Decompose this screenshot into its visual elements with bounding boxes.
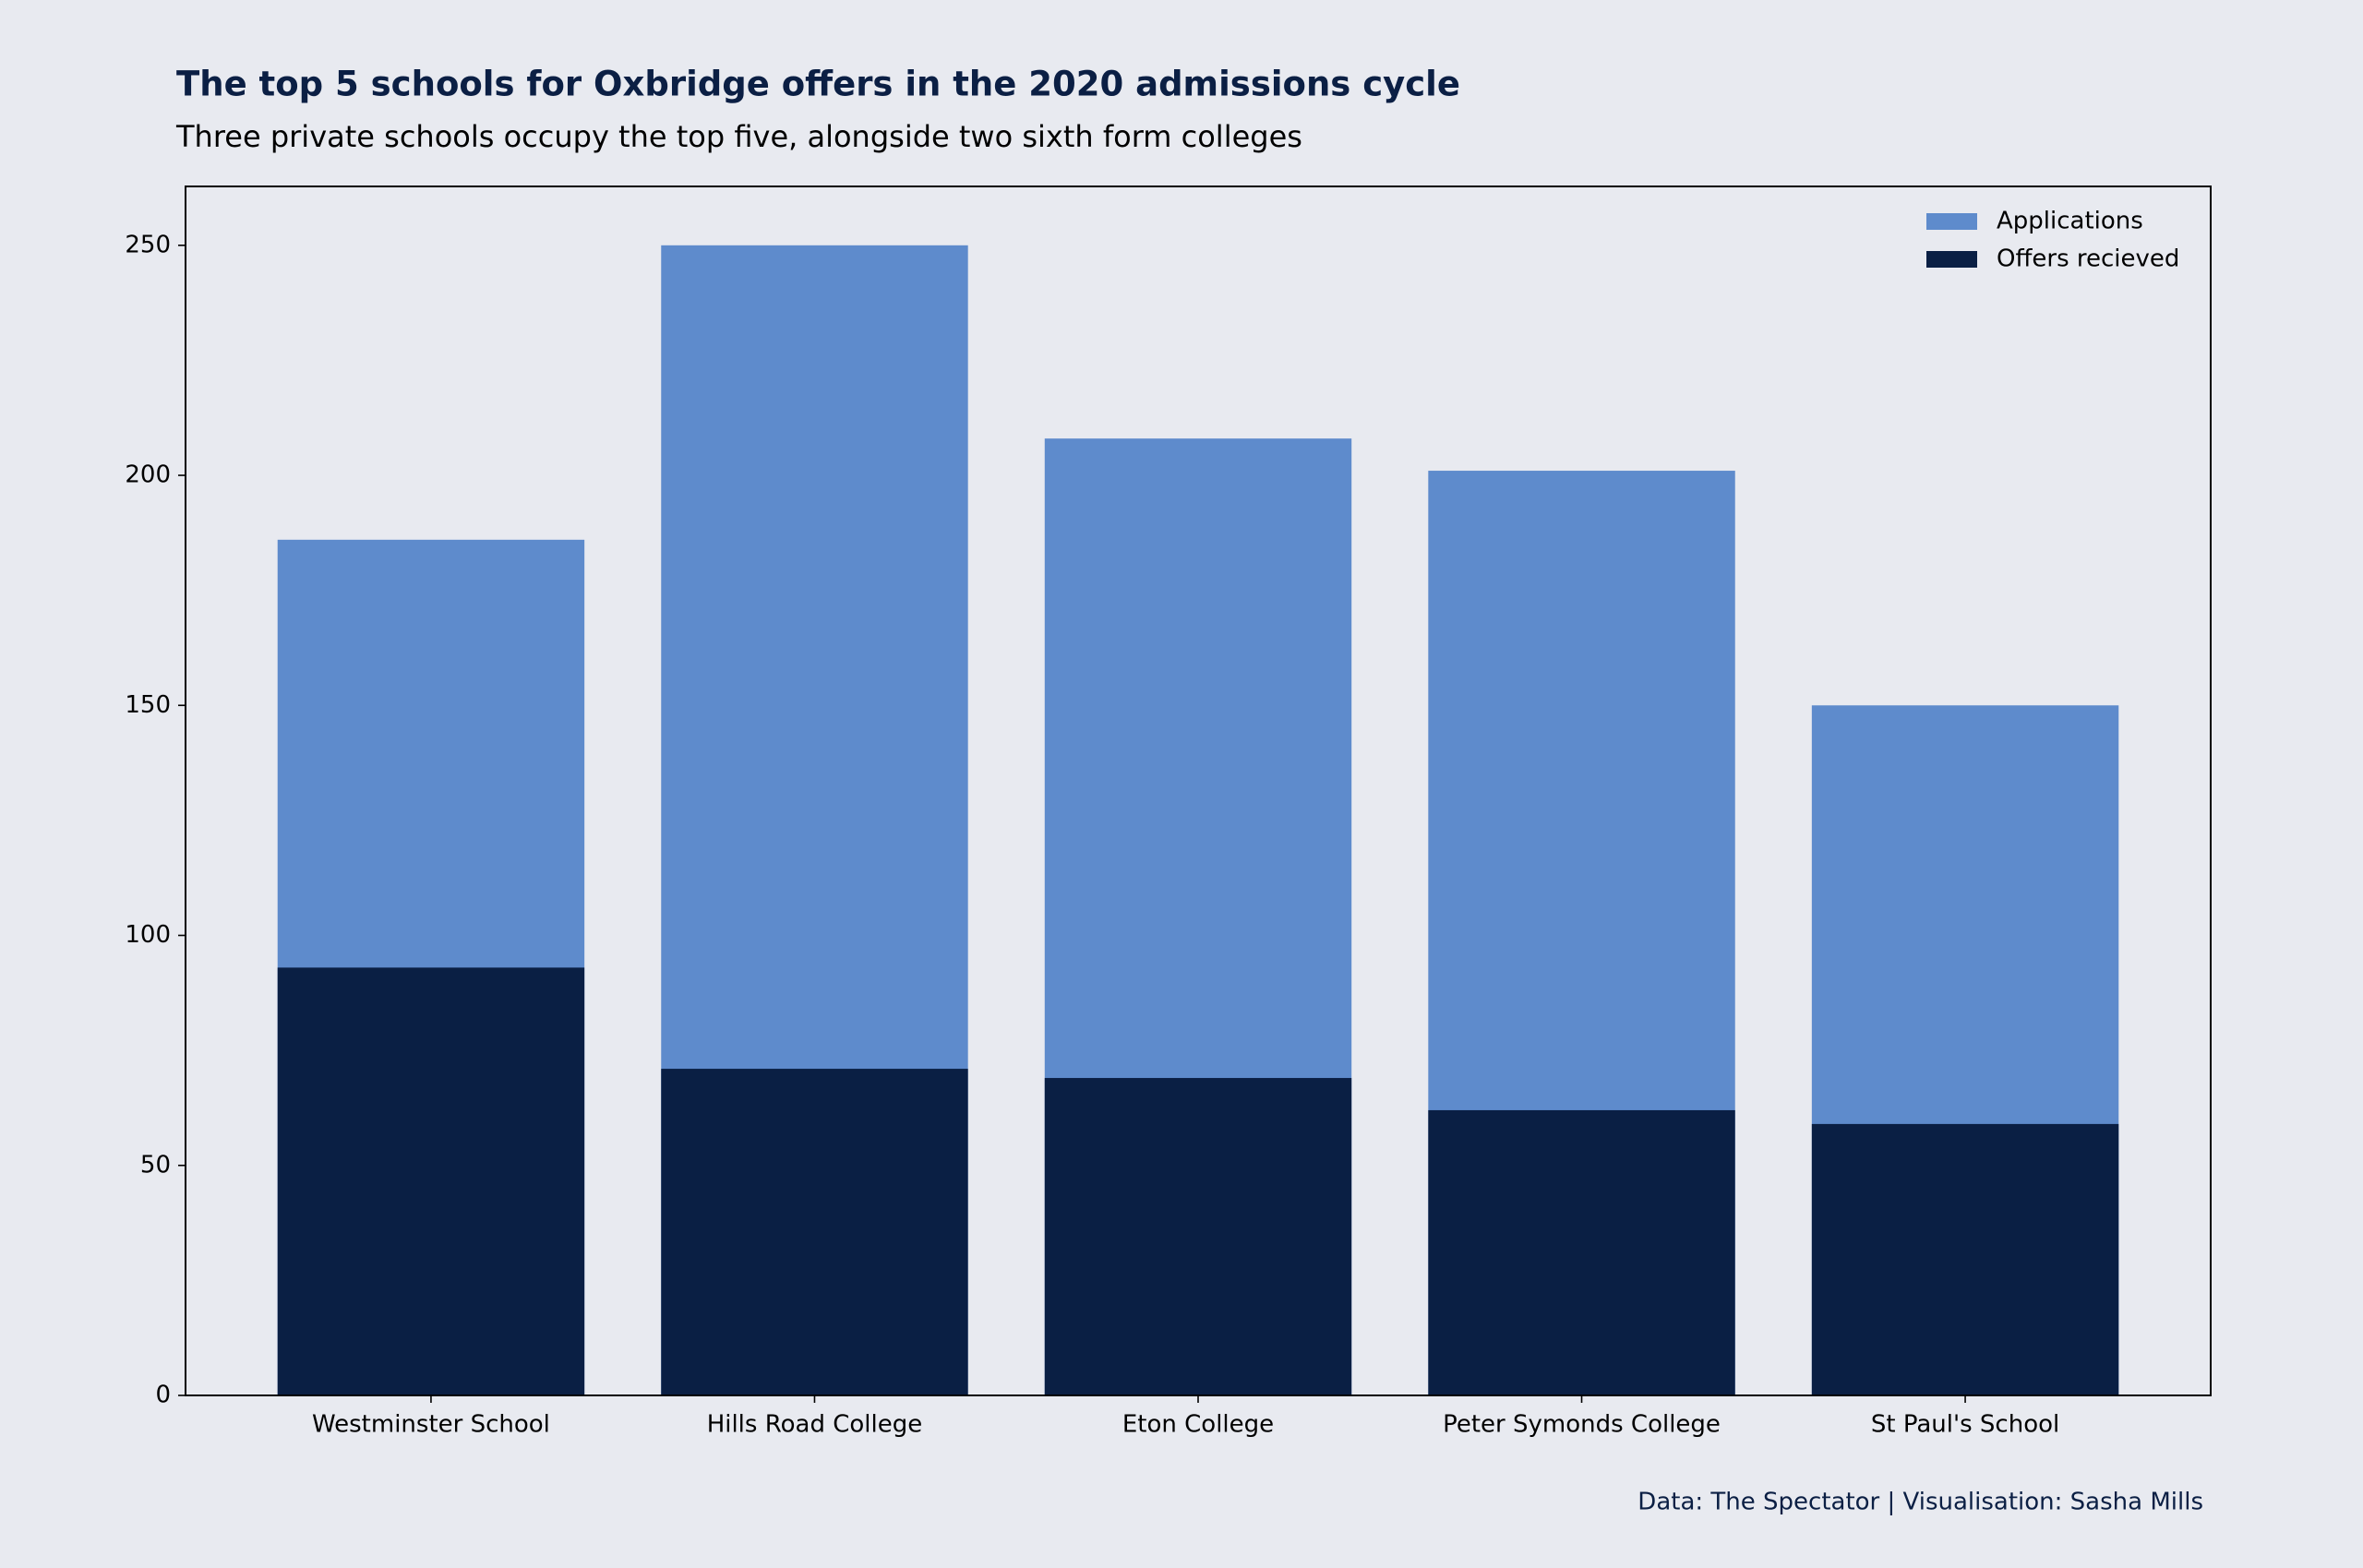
- legend-swatch: [1926, 251, 1977, 268]
- chart-title: The top 5 schools for Oxbridge offers in…: [176, 65, 1460, 104]
- x-tick-label: Eton College: [1122, 1411, 1274, 1439]
- source-note: Data: The Spectator | Visualisation: Sas…: [1637, 1489, 2203, 1516]
- bar: [1428, 1109, 1735, 1395]
- chart-subtitle: Three private schools occupy the top fiv…: [175, 119, 1302, 154]
- y-tick-label: 50: [140, 1151, 171, 1179]
- x-tick-label: Hills Road College: [707, 1411, 923, 1439]
- y-tick-label: 100: [125, 921, 171, 949]
- bar: [1044, 1078, 1352, 1395]
- y-tick-label: 0: [155, 1382, 171, 1409]
- x-tick-label: Peter Symonds College: [1443, 1411, 1721, 1439]
- y-tick-label: 150: [125, 691, 171, 719]
- legend-swatch: [1926, 213, 1977, 230]
- y-tick-label: 200: [125, 461, 171, 489]
- x-tick-label: St Paul's School: [1871, 1411, 2059, 1439]
- legend-label: Offers recieved: [1997, 245, 2179, 273]
- bar: [1811, 1123, 2119, 1395]
- legend-label: Applications: [1997, 208, 2143, 235]
- bar: [661, 1069, 968, 1395]
- x-tick-label: Westminster School: [312, 1411, 550, 1439]
- y-tick-label: 250: [125, 231, 171, 258]
- bar: [277, 967, 585, 1395]
